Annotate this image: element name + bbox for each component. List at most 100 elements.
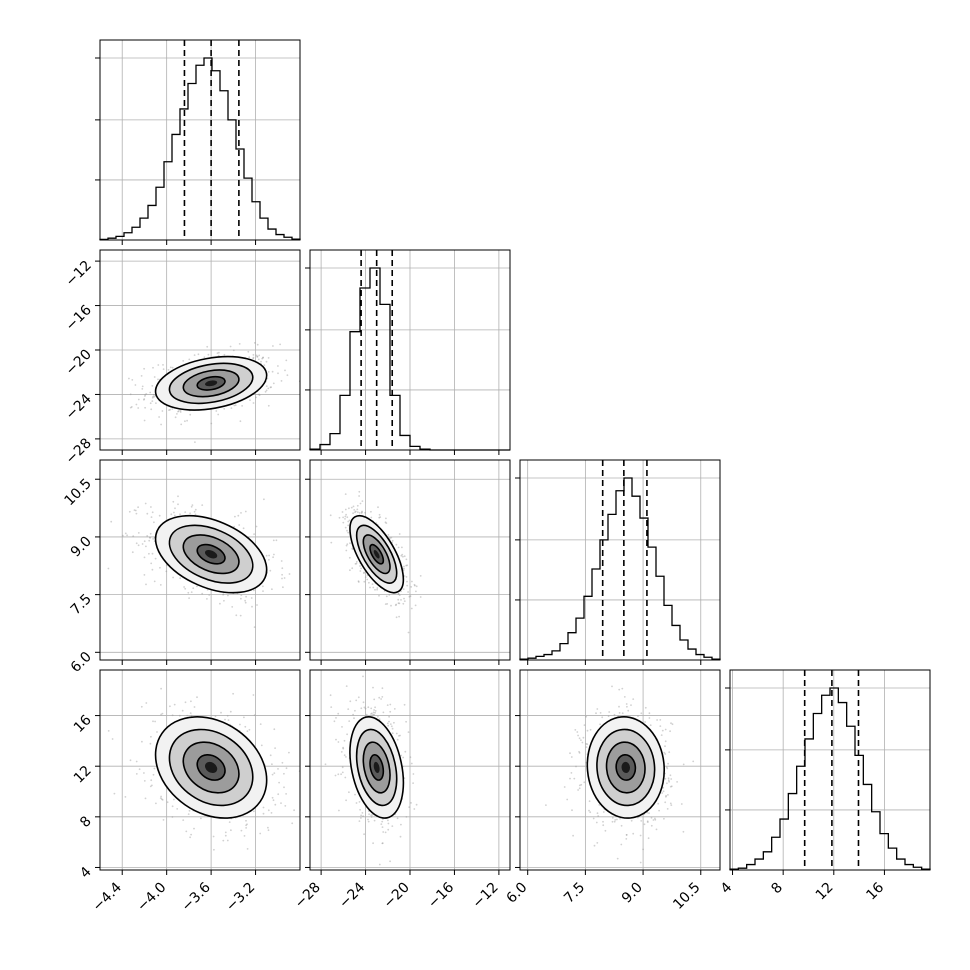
- scatter-point: [668, 780, 670, 783]
- scatter-point: [403, 597, 405, 600]
- scatter-point: [335, 738, 337, 741]
- scatter-point: [344, 508, 347, 511]
- scatter-point: [576, 731, 579, 733]
- pair-panel-1-4: [99, 669, 301, 871]
- scatter-point: [134, 384, 137, 386]
- scatter-point: [613, 820, 616, 823]
- scatter-point: [415, 803, 418, 806]
- contour-line: [605, 741, 646, 794]
- scatter-point: [403, 555, 406, 558]
- scatter-point: [597, 815, 600, 817]
- scatter-point: [412, 773, 415, 775]
- scatter-point: [585, 743, 588, 745]
- scatter-point: [402, 756, 405, 759]
- scatter-point: [168, 409, 170, 411]
- scatter-point: [342, 746, 344, 749]
- scatter-point: [621, 687, 624, 690]
- contour-line: [362, 741, 391, 794]
- scatter-point: [640, 712, 643, 715]
- scatter-point: [231, 606, 234, 608]
- scatter-point: [259, 832, 262, 835]
- scatter-point: [145, 545, 147, 548]
- scatter-point: [149, 536, 151, 539]
- scatter-point: [143, 574, 146, 576]
- scatter-point: [412, 782, 414, 784]
- scatter-point: [378, 718, 381, 721]
- scatter-point: [388, 720, 390, 723]
- scatter-point: [406, 564, 409, 567]
- scatter-point: [666, 808, 669, 810]
- scatter-point: [245, 824, 248, 827]
- scatter-point: [180, 423, 183, 426]
- scatter-point: [340, 751, 343, 753]
- scatter-point: [663, 751, 666, 754]
- panel-frame: [99, 459, 301, 661]
- scatter-point: [196, 585, 198, 588]
- scatter-point: [267, 826, 269, 829]
- contour-line: [196, 754, 226, 781]
- scatter-point: [357, 580, 360, 583]
- scatter-point: [374, 710, 377, 712]
- scatter-point: [144, 393, 147, 396]
- scatter-point: [162, 368, 165, 371]
- scatter-point: [227, 719, 230, 721]
- scatter-point: [288, 751, 290, 754]
- scatter-point: [214, 715, 217, 718]
- scatter-point: [389, 723, 392, 725]
- scatter-point: [193, 510, 196, 513]
- scatter-point: [285, 793, 287, 795]
- scatter-point: [234, 515, 236, 518]
- scatter-point: [399, 835, 402, 838]
- scatter-point: [363, 833, 365, 836]
- scatter-point: [680, 803, 683, 805]
- scatter-point: [277, 372, 279, 375]
- scatter-point: [160, 423, 163, 426]
- scatter-point: [240, 829, 243, 832]
- scatter-point: [143, 556, 146, 559]
- scatter-point: [389, 710, 392, 713]
- scatter-point: [370, 516, 373, 519]
- scatter-point: [171, 714, 174, 717]
- scatter-point: [217, 354, 220, 357]
- scatter-point: [370, 816, 373, 818]
- scatter-point: [272, 556, 274, 559]
- scatter-point: [599, 712, 602, 714]
- scatter-point: [244, 510, 247, 513]
- scatter-point: [222, 593, 224, 596]
- scatter-point: [408, 806, 411, 808]
- scatter-point: [370, 712, 373, 715]
- scatter-point: [385, 522, 388, 524]
- scatter-point: [194, 513, 197, 516]
- scatter-point: [382, 831, 385, 833]
- x-tick-label: 4: [718, 879, 736, 897]
- scatter-point: [399, 734, 401, 737]
- scatter-point: [306, 371, 308, 373]
- scatter-point: [229, 710, 232, 713]
- contour-line: [154, 716, 268, 819]
- scatter-point: [151, 385, 154, 387]
- scatter-point: [233, 404, 236, 407]
- scatter-point: [647, 837, 650, 840]
- scatter-point: [661, 792, 664, 794]
- scatter-point: [222, 593, 225, 596]
- scatter-point: [190, 714, 193, 717]
- scatter-point: [390, 604, 392, 607]
- scatter-point: [360, 707, 363, 710]
- scatter-point: [381, 687, 384, 690]
- scatter-point: [343, 739, 346, 742]
- scatter-point: [682, 763, 685, 766]
- scatter-point: [272, 382, 275, 385]
- scatter-point: [395, 543, 398, 546]
- scatter-point: [144, 797, 147, 800]
- scatter-point: [419, 575, 422, 577]
- scatter-point: [588, 809, 590, 812]
- scatter-point: [345, 544, 348, 547]
- scatter-point: [329, 694, 332, 697]
- scatter-point: [212, 835, 215, 838]
- scatter-point: [129, 759, 132, 762]
- scatter-point: [358, 801, 361, 803]
- scatter-point: [353, 509, 356, 511]
- scatter-point: [387, 822, 390, 825]
- scatter-point: [273, 553, 275, 556]
- scatter-point: [141, 543, 144, 545]
